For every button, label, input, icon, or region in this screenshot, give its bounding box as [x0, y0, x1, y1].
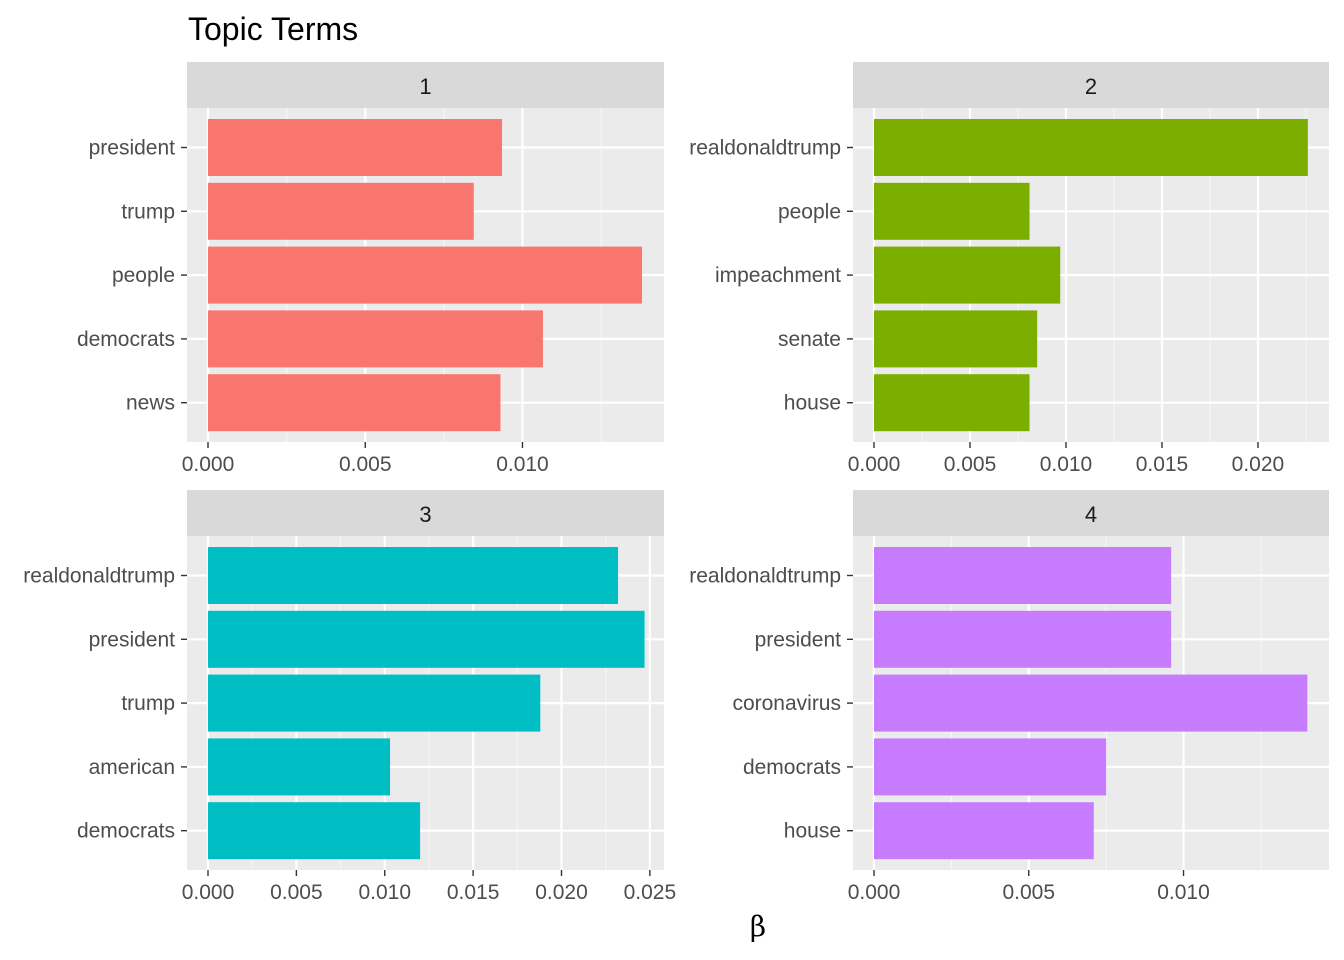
- bar-realdonaldtrump: [874, 119, 1308, 176]
- y-tick-label: trump: [121, 200, 175, 223]
- y-tick-label: democrats: [77, 820, 175, 843]
- x-tick-label: 0.005: [944, 453, 997, 476]
- x-tick-label: 0.005: [1002, 881, 1055, 904]
- y-tick-label: people: [112, 264, 175, 287]
- x-tick-label: 0.005: [270, 881, 323, 904]
- x-tick-label: 0.010: [496, 453, 549, 476]
- bar-people: [874, 182, 1030, 240]
- x-tick-label: 0.000: [182, 881, 235, 904]
- y-tick-label: american: [89, 756, 175, 779]
- y-tick-label: realdonaldtrump: [689, 565, 841, 588]
- y-tick-label: president: [89, 137, 176, 160]
- x-tick-label: 0.015: [447, 881, 500, 904]
- y-tick-label: president: [89, 628, 176, 651]
- y-tick-label: trump: [121, 692, 175, 715]
- x-axis-title: β: [750, 910, 766, 943]
- facet-strip: [853, 490, 1329, 536]
- x-tick-label: 0.000: [182, 453, 235, 476]
- bar-president: [208, 119, 503, 176]
- x-tick-label: 0.000: [848, 453, 901, 476]
- facet-strip: [187, 62, 664, 108]
- bar-realdonaldtrump: [874, 547, 1172, 604]
- bar-people: [208, 246, 642, 304]
- y-tick-label: realdonaldtrump: [23, 565, 175, 588]
- facet-panel-1: 1 0.000 0.005 0.010 president trump people demo…: [77, 62, 664, 476]
- bar-house: [874, 802, 1094, 860]
- x-tick-label: 0.010: [358, 881, 411, 904]
- y-tick-label: coronavirus: [732, 692, 841, 715]
- chart-title: Topic Terms: [188, 11, 358, 47]
- y-tick-label: president: [755, 628, 842, 651]
- x-tick-label: 0.010: [1040, 453, 1093, 476]
- bar-democrats: [874, 738, 1107, 796]
- facet-panel-2: 2 0.000 0.005 0.010 0.015 0.020 realdonaldtrum…: [689, 62, 1329, 476]
- bar-democrats: [208, 802, 421, 860]
- bar-democrats: [208, 310, 543, 368]
- bar-trump: [208, 674, 541, 732]
- y-tick-label: democrats: [743, 756, 841, 779]
- bar-president: [208, 610, 645, 668]
- x-tick-label: 0.020: [1232, 453, 1285, 476]
- y-tick-label: people: [778, 200, 841, 223]
- x-tick-label: 0.000: [848, 881, 901, 904]
- facet-panels: 1 0.000 0.005 0.010 president trump people demo…: [23, 62, 1329, 904]
- facet-strip-label: 1: [419, 74, 431, 99]
- x-tick-label: 0.010: [1157, 881, 1210, 904]
- x-tick-label: 0.005: [339, 453, 392, 476]
- bar-senate: [874, 310, 1038, 368]
- y-tick-label: house: [784, 392, 841, 415]
- x-tick-label: 0.025: [624, 881, 677, 904]
- bar-trump: [208, 182, 474, 240]
- y-tick-label: senate: [778, 328, 841, 351]
- bar-coronavirus: [874, 674, 1308, 732]
- y-tick-label: democrats: [77, 328, 175, 351]
- y-tick-label: impeachment: [715, 264, 841, 287]
- facet-strip-label: 3: [419, 502, 431, 527]
- x-tick-label: 0.015: [1136, 453, 1189, 476]
- bar-realdonaldtrump: [208, 547, 619, 604]
- x-tick-label: 0.020: [535, 881, 588, 904]
- bar-impeachment: [874, 246, 1061, 304]
- y-tick-label: realdonaldtrump: [689, 137, 841, 160]
- facet-panel-3: 3 0.000 0.005 0.010 0.015 0.020 0.025 realdonal…: [23, 490, 676, 904]
- facet-strip: [187, 490, 664, 536]
- y-tick-label: house: [784, 820, 841, 843]
- bar-news: [208, 374, 501, 432]
- facet-strip: [853, 62, 1329, 108]
- facet-strip-label: 2: [1085, 74, 1097, 99]
- bar-american: [208, 738, 391, 796]
- facet-strip-label: 4: [1085, 502, 1097, 527]
- bar-house: [874, 374, 1030, 432]
- facet-panel-4: 4 0.000 0.005 0.010 realdonaldtrump president…: [689, 490, 1329, 904]
- y-tick-label: news: [126, 392, 175, 415]
- bar-president: [874, 610, 1172, 668]
